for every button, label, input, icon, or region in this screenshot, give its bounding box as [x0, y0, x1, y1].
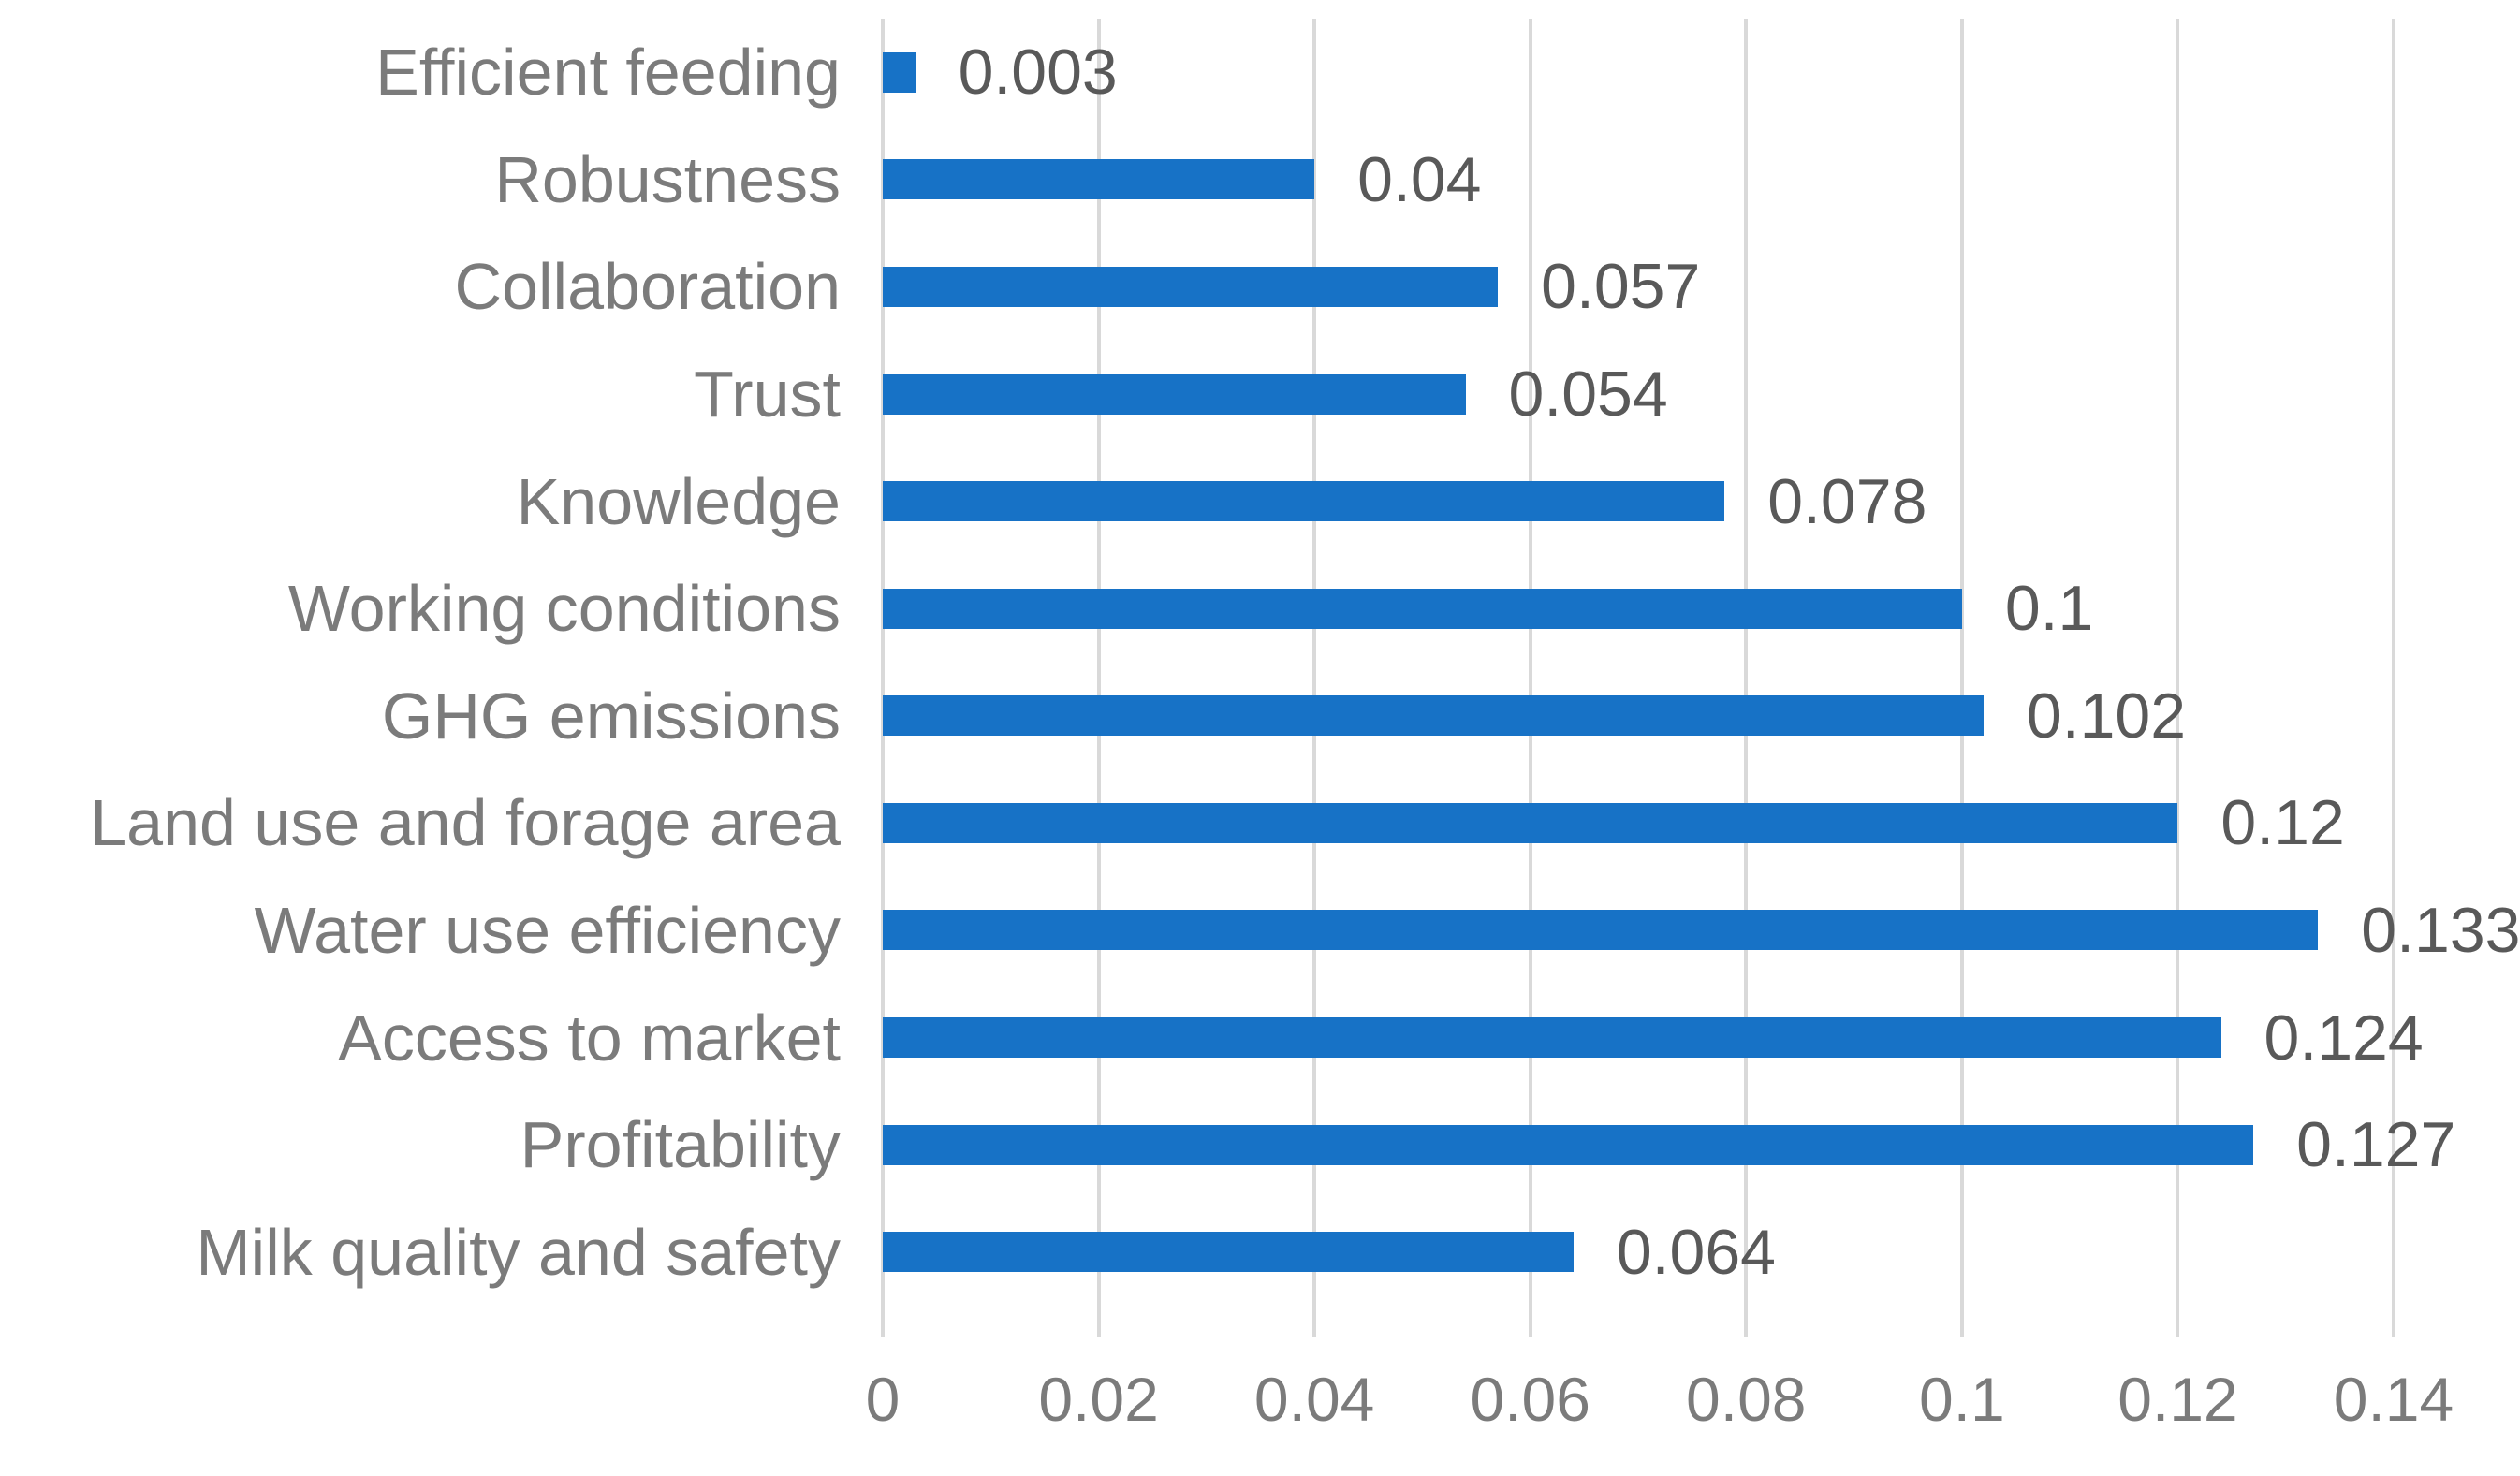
bar-row: 0.12: [883, 769, 2394, 877]
category-label: Access to market: [338, 1001, 841, 1074]
x-axis-tick-label: 0.12: [2117, 1365, 2238, 1434]
data-label: 0.078: [1767, 465, 1927, 537]
x-axis-tick-mark: [1312, 1306, 1317, 1337]
category-label: Land use and forage area: [90, 786, 841, 860]
category-label: GHG emissions: [381, 679, 841, 753]
data-label: 0.003: [958, 37, 1118, 109]
bar-row: 0.057: [883, 233, 2394, 341]
x-axis-tick-label: 0.06: [1470, 1365, 1590, 1434]
data-label: 0.054: [1508, 358, 1668, 431]
category-label: Trust: [694, 358, 841, 431]
x-axis-tick-mark: [2176, 1306, 2180, 1337]
gridline: [1959, 19, 1964, 1306]
x-axis-tick-mark: [1744, 1306, 1749, 1337]
bar-row: 0.064: [883, 1198, 2394, 1306]
data-label: 0.04: [1357, 143, 1482, 215]
gridline: [1528, 19, 1532, 1306]
x-axis-tick-label: 0.08: [1686, 1365, 1807, 1434]
category-label: Water use efficiency: [254, 893, 841, 967]
x-axis-tick-mark: [1959, 1306, 1964, 1337]
category-label: Collaboration: [454, 250, 841, 324]
bar-row: 0.124: [883, 984, 2424, 1091]
data-label: 0.057: [1541, 251, 1701, 323]
category-label: Knowledge: [516, 464, 841, 538]
x-axis-tick-mark: [2392, 1306, 2395, 1337]
bar: [883, 588, 1962, 629]
x-axis-tick-label: 0.14: [2333, 1365, 2454, 1434]
bar: [883, 51, 916, 93]
bar: [883, 481, 1725, 522]
bar-row: 0.04: [883, 126, 2394, 234]
bar-row: 0.054: [883, 341, 2394, 448]
category-label: Working conditions: [287, 572, 841, 646]
x-axis-tick-label: 0: [865, 1365, 901, 1434]
bar: [883, 695, 1984, 737]
gridline: [2176, 19, 2180, 1306]
bar: [883, 1124, 2254, 1165]
bar: [883, 266, 1499, 307]
x-axis-tick-label: 0.1: [1918, 1365, 2005, 1434]
category-label: Robustness: [494, 142, 841, 216]
bar: [883, 802, 2178, 843]
data-label: 0.064: [1616, 1216, 1776, 1288]
bar: [883, 1017, 2221, 1059]
bar-row: 0.133: [883, 877, 2520, 985]
x-axis-tick-mark: [1528, 1306, 1532, 1337]
data-label: 0.133: [2361, 894, 2520, 966]
x-axis-tick-mark: [881, 1306, 885, 1337]
x-axis-tick-label: 0.02: [1038, 1365, 1159, 1434]
category-label: Profitability: [520, 1108, 841, 1182]
bar-row: 0.003: [883, 19, 2394, 126]
data-label: 0.12: [2220, 787, 2345, 859]
gridline: [2392, 19, 2395, 1306]
bar-row: 0.102: [883, 663, 2394, 770]
x-axis-tick-mark: [1096, 1306, 1101, 1337]
bar: [883, 910, 2319, 951]
bar-row: 0.078: [883, 447, 2394, 555]
bar: [883, 1232, 1574, 1273]
bar: [883, 373, 1466, 415]
data-label: 0.102: [2026, 680, 2187, 752]
x-axis-tick-label: 0.04: [1253, 1365, 1375, 1434]
gridline: [881, 19, 885, 1306]
bar-row: 0.1: [883, 555, 2394, 663]
data-label: 0.124: [2264, 1001, 2424, 1074]
bar: [883, 159, 1315, 200]
bar-row: 0.127: [883, 1091, 2455, 1199]
data-label: 0.1: [2004, 573, 2094, 645]
gridline: [1744, 19, 1749, 1306]
category-label: Efficient feeding: [375, 36, 841, 110]
gridline: [1096, 19, 1101, 1306]
gridline: [1312, 19, 1317, 1306]
data-label: 0.127: [2296, 1109, 2456, 1181]
plot-area: 0.003 0.04 0.057 0.054 0.078 0.1 0.102 0.12 0.13…: [881, 19, 2520, 1306]
category-label: Milk quality and safety: [196, 1215, 841, 1289]
